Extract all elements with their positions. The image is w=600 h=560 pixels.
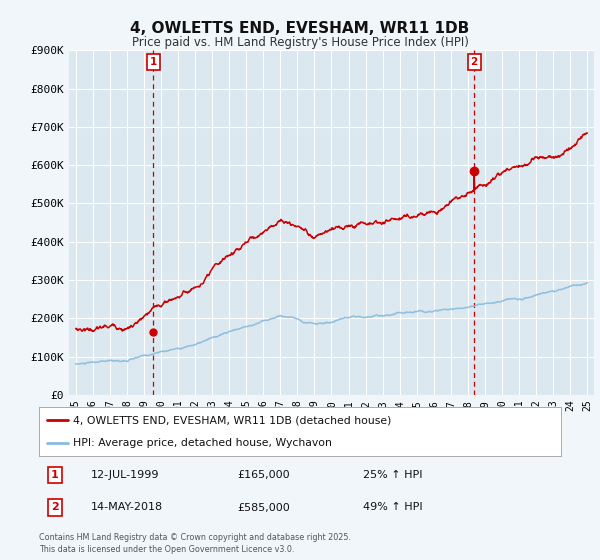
Text: HPI: Average price, detached house, Wychavon: HPI: Average price, detached house, Wych… bbox=[73, 438, 332, 448]
Text: 2: 2 bbox=[51, 502, 59, 512]
Text: Price paid vs. HM Land Registry's House Price Index (HPI): Price paid vs. HM Land Registry's House … bbox=[131, 36, 469, 49]
Text: 4, OWLETTS END, EVESHAM, WR11 1DB (detached house): 4, OWLETTS END, EVESHAM, WR11 1DB (detac… bbox=[73, 416, 391, 426]
Text: 49% ↑ HPI: 49% ↑ HPI bbox=[362, 502, 422, 512]
Text: 1: 1 bbox=[149, 57, 157, 67]
Text: 14-MAY-2018: 14-MAY-2018 bbox=[91, 502, 163, 512]
Text: Contains HM Land Registry data © Crown copyright and database right 2025.
This d: Contains HM Land Registry data © Crown c… bbox=[39, 533, 351, 554]
Text: 2: 2 bbox=[470, 57, 478, 67]
Text: 12-JUL-1999: 12-JUL-1999 bbox=[91, 470, 160, 480]
Text: 4, OWLETTS END, EVESHAM, WR11 1DB: 4, OWLETTS END, EVESHAM, WR11 1DB bbox=[130, 21, 470, 36]
Text: 1: 1 bbox=[51, 470, 59, 480]
Text: £585,000: £585,000 bbox=[238, 502, 290, 512]
Text: 25% ↑ HPI: 25% ↑ HPI bbox=[362, 470, 422, 480]
Text: £165,000: £165,000 bbox=[238, 470, 290, 480]
